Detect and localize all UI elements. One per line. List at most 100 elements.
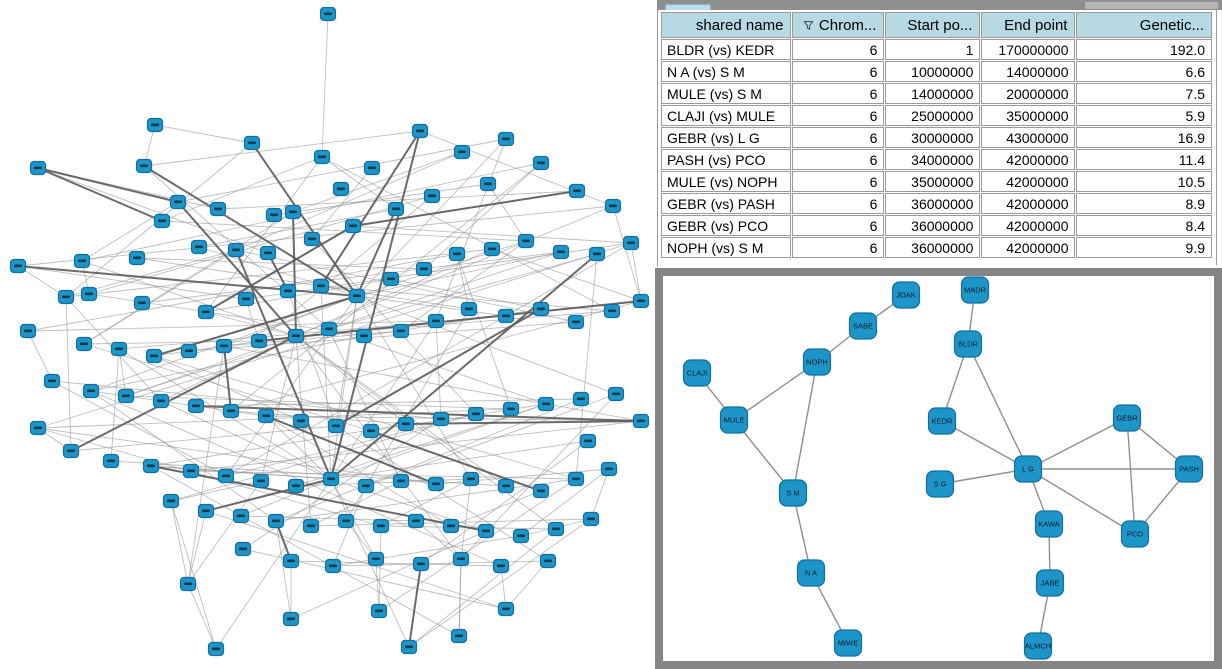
network-edge[interactable] xyxy=(375,558,380,612)
network-edge[interactable] xyxy=(500,565,507,610)
table-cell-end-point[interactable]: 43000000 xyxy=(981,127,1076,148)
network-edge[interactable] xyxy=(65,296,72,452)
table-cell-start-point[interactable]: 10000000 xyxy=(885,61,981,82)
network-edge[interactable] xyxy=(295,335,507,487)
table-cell-chromosome[interactable]: 6 xyxy=(792,171,885,192)
network-node[interactable] xyxy=(848,312,878,340)
table-cell-shared-name[interactable]: PASH (vs) PCO xyxy=(661,149,792,170)
table-cell-genetic[interactable]: 11.4 xyxy=(1076,149,1212,170)
table-cell-shared-name[interactable]: NOPH (vs) S M xyxy=(661,237,792,258)
table-cell-shared-name[interactable]: GEBR (vs) PCO xyxy=(661,215,792,236)
table-cell-end-point[interactable]: 42000000 xyxy=(981,149,1076,170)
network-node[interactable] xyxy=(802,348,832,376)
filter-icon[interactable] xyxy=(803,20,814,31)
table-cell-end-point[interactable]: 42000000 xyxy=(981,193,1076,214)
table-cell-shared-name[interactable]: N A (vs) S M xyxy=(661,61,792,82)
table-row[interactable]: CLAJI (vs) MULE 6 25000000 35000000 5.9 xyxy=(661,105,1212,126)
network-edge[interactable] xyxy=(153,355,577,480)
column-header-genetic[interactable]: Genetic... xyxy=(1076,12,1212,38)
table-cell-genetic[interactable]: 5.9 xyxy=(1076,105,1212,126)
scrollbar-thumb-gray[interactable] xyxy=(1085,2,1218,9)
network-edge[interactable] xyxy=(380,478,472,527)
table-cell-genetic[interactable]: 16.9 xyxy=(1076,127,1212,148)
network-edge[interactable] xyxy=(125,395,512,410)
table-cell-shared-name[interactable]: GEBR (vs) PASH xyxy=(661,193,792,214)
network-node[interactable] xyxy=(1023,632,1053,660)
table-cell-chromosome[interactable]: 6 xyxy=(792,193,885,214)
network-edge[interactable] xyxy=(290,560,502,567)
network-edge[interactable] xyxy=(136,257,425,270)
table-row[interactable]: GEBR (vs) PCO 6 36000000 42000000 8.4 xyxy=(661,215,1212,236)
network-edge[interactable] xyxy=(154,124,253,144)
network-edge[interactable] xyxy=(125,251,562,397)
table-cell-start-point[interactable]: 1 xyxy=(885,39,981,60)
network-edge[interactable] xyxy=(251,142,358,297)
network-node[interactable] xyxy=(891,281,921,309)
network-edge[interactable] xyxy=(733,361,818,421)
network-edge[interactable] xyxy=(408,563,422,648)
network-edge[interactable] xyxy=(290,530,487,620)
network-edge[interactable] xyxy=(187,345,225,585)
table-row[interactable]: NOPH (vs) S M 6 36000000 42000000 9.9 xyxy=(661,237,1212,258)
table-row[interactable]: GEBR (vs) L G 6 30000000 43000000 16.9 xyxy=(661,127,1212,148)
network-edge[interactable] xyxy=(217,190,578,210)
network-edge[interactable] xyxy=(400,240,527,332)
network-edge[interactable] xyxy=(17,265,67,298)
network-node[interactable] xyxy=(1120,520,1150,548)
network-edge[interactable] xyxy=(320,285,332,480)
table-cell-end-point[interactable]: 14000000 xyxy=(981,61,1076,82)
network-edge[interactable] xyxy=(161,156,323,222)
network-edge[interactable] xyxy=(118,348,127,397)
table-cell-chromosome[interactable]: 6 xyxy=(792,127,885,148)
network-edge[interactable] xyxy=(90,335,365,392)
network-node[interactable] xyxy=(833,629,863,657)
network-edge[interactable] xyxy=(235,249,332,480)
network-edge[interactable] xyxy=(575,253,598,480)
overview-network-canvas[interactable] xyxy=(0,0,655,669)
table-cell-start-point[interactable]: 36000000 xyxy=(885,215,981,236)
network-edge[interactable] xyxy=(378,525,382,612)
network-edge[interactable] xyxy=(160,400,332,480)
table-row[interactable]: N A (vs) S M 6 10000000 14000000 6.6 xyxy=(661,61,1212,82)
network-node[interactable] xyxy=(796,559,826,587)
network-node[interactable] xyxy=(925,470,955,498)
table-cell-chromosome[interactable]: 6 xyxy=(792,105,885,126)
table-cell-chromosome[interactable]: 6 xyxy=(792,149,885,170)
network-edge[interactable] xyxy=(939,468,1029,485)
network-edge[interactable] xyxy=(420,440,589,565)
table-row[interactable]: PASH (vs) PCO 6 34000000 42000000 11.4 xyxy=(661,149,1212,170)
table-row[interactable]: GEBR (vs) PASH 6 36000000 42000000 8.9 xyxy=(661,193,1212,214)
table-cell-shared-name[interactable]: MULE (vs) NOPH xyxy=(661,171,792,192)
network-edge[interactable] xyxy=(198,208,397,248)
network-edge[interactable] xyxy=(177,201,297,337)
network-edge[interactable] xyxy=(335,295,358,427)
network-edge[interactable] xyxy=(356,208,397,297)
network-edge[interactable] xyxy=(295,205,614,337)
table-cell-chromosome[interactable]: 6 xyxy=(792,61,885,82)
network-edge[interactable] xyxy=(170,500,189,585)
table-cell-shared-name[interactable]: MULE (vs) S M xyxy=(661,83,792,104)
network-node[interactable] xyxy=(1174,455,1204,483)
network-edge[interactable] xyxy=(435,138,507,322)
table-cell-genetic[interactable]: 7.5 xyxy=(1076,83,1212,104)
network-edge[interactable] xyxy=(125,335,297,397)
table-cell-end-point[interactable]: 35000000 xyxy=(981,105,1076,126)
table-cell-genetic[interactable]: 8.4 xyxy=(1076,215,1212,236)
network-edge[interactable] xyxy=(423,162,542,270)
network-edge[interactable] xyxy=(505,560,549,610)
table-cell-chromosome[interactable]: 6 xyxy=(792,237,885,258)
network-edge[interactable] xyxy=(81,260,297,337)
network-edge[interactable] xyxy=(81,162,542,262)
network-node[interactable] xyxy=(1035,569,1065,597)
network-edge[interactable] xyxy=(335,425,549,562)
table-cell-start-point[interactable]: 14000000 xyxy=(885,83,981,104)
network-node[interactable] xyxy=(927,407,957,435)
network-edge[interactable] xyxy=(505,242,632,317)
network-edge[interactable] xyxy=(205,278,392,313)
network-edge[interactable] xyxy=(328,253,598,330)
network-edge[interactable] xyxy=(520,468,610,537)
column-header-chromosome[interactable]: Chrom... xyxy=(792,12,885,38)
network-edge[interactable] xyxy=(150,465,460,637)
network-edge[interactable] xyxy=(352,225,632,244)
